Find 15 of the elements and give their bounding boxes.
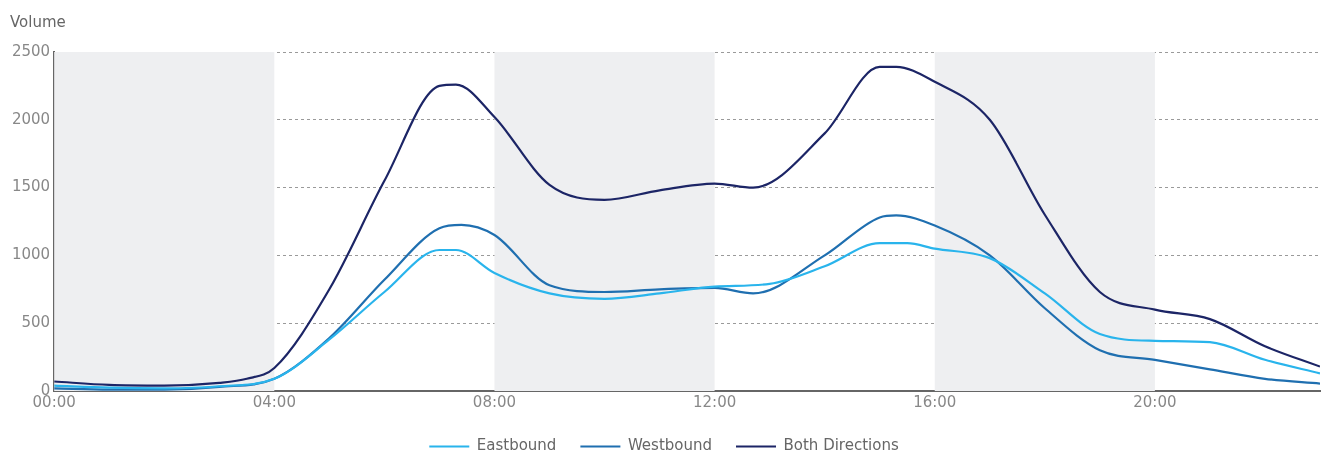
legend-label: Both Directions	[783, 436, 899, 455]
legend-label: Eastbound	[476, 436, 557, 455]
x-tick-label: 20:00	[1133, 392, 1177, 411]
y-tick-label: 500	[21, 313, 51, 332]
x-tick-label: 12:00	[692, 392, 737, 411]
x-tick-label: 08:00	[472, 392, 517, 411]
legend-label: Westbound	[627, 436, 713, 455]
line-series	[54, 65, 1320, 387]
y-tick-label: 2500	[11, 41, 51, 60]
y-tick-label: 1500	[11, 177, 51, 196]
x-tick-label: 16:00	[913, 392, 957, 411]
y-tick-label: 2000	[11, 109, 51, 128]
y-tick-label: 1000	[11, 245, 51, 264]
x-tick-label: 04:00	[252, 392, 296, 411]
y-axis-title: Volume	[10, 13, 66, 32]
